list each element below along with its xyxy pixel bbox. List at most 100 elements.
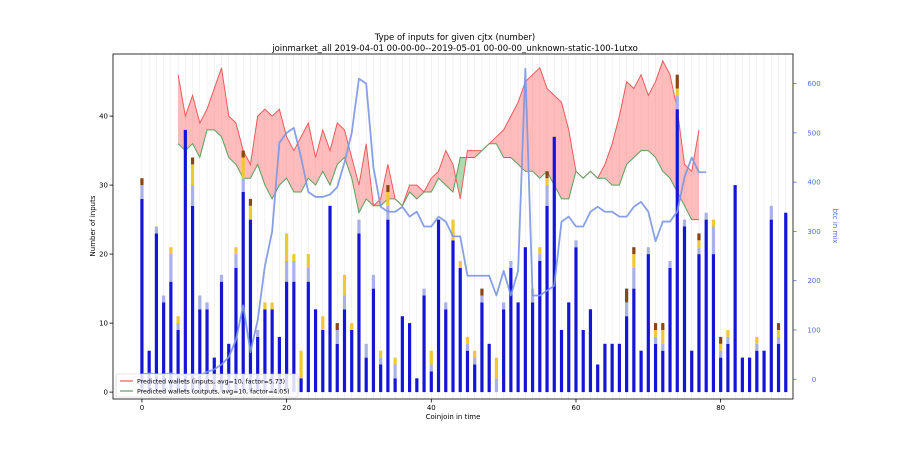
bar-segment — [625, 288, 629, 303]
bar-segment — [429, 350, 433, 365]
bar-segment — [350, 330, 354, 393]
bar-segment — [632, 247, 636, 255]
bar-segment — [176, 316, 180, 324]
bar-segment — [704, 219, 708, 393]
bar-segment — [762, 350, 766, 393]
bar-segment — [263, 309, 267, 393]
band-segment — [568, 129, 576, 199]
band-segment — [561, 102, 569, 199]
bar-segment — [625, 302, 629, 317]
bar-segment — [219, 274, 224, 282]
band-segment — [315, 129, 323, 186]
bar-segment — [248, 205, 253, 220]
bar-segment — [755, 336, 759, 344]
band-segment — [453, 164, 456, 192]
bar-segment — [646, 247, 650, 255]
bar-segment — [603, 343, 607, 393]
bar-segment — [386, 192, 390, 206]
bar-segment — [653, 336, 658, 344]
bar-segment — [190, 157, 195, 165]
x-gridlines — [141, 54, 787, 399]
bar-segment — [690, 350, 694, 393]
band-segment — [250, 116, 258, 179]
y-tick-label: 40 — [99, 113, 108, 121]
bar-segment — [458, 267, 462, 393]
y2-axis-label: btc in mix — [831, 209, 839, 244]
bar-segment — [726, 330, 730, 337]
bar-segment — [169, 247, 173, 255]
bar-segment — [747, 357, 752, 393]
bar-segment — [776, 343, 781, 393]
bar-segment — [755, 343, 759, 351]
bar-segment — [342, 309, 347, 393]
bar-segment — [661, 343, 665, 351]
bar-segment — [306, 281, 310, 393]
bar-segment — [154, 233, 159, 393]
bar-segment — [552, 136, 556, 393]
bar-segment — [776, 330, 781, 337]
band-segment — [604, 143, 613, 186]
band-segment — [409, 185, 417, 199]
y2-tick-label: 500 — [807, 129, 820, 137]
bar-segment — [292, 281, 296, 393]
band-segment — [257, 109, 265, 186]
y-tick-label: 30 — [99, 182, 108, 190]
band-segment — [510, 102, 519, 165]
band-segment — [670, 74, 678, 192]
y-tick-label: 0 — [104, 389, 108, 397]
band-segment — [243, 150, 251, 179]
bar-segment — [465, 336, 470, 344]
band-segment — [286, 136, 294, 192]
bar-segment — [335, 330, 339, 344]
bar-segment — [342, 274, 347, 296]
bar-segment — [429, 371, 433, 393]
bar-segment — [480, 302, 484, 393]
bar-segment — [140, 198, 144, 393]
bar-segment — [480, 295, 484, 303]
bar-segment — [494, 357, 499, 379]
bar-segment — [509, 267, 513, 393]
y2-tick-label: 200 — [807, 277, 820, 285]
bar-segment — [154, 226, 159, 234]
bar-segment — [364, 357, 368, 393]
band-segment — [416, 185, 425, 199]
band-segment — [655, 60, 663, 172]
bar-segment — [581, 330, 585, 393]
bar-segment — [697, 254, 701, 393]
band-segment — [633, 74, 642, 158]
bar-segment — [176, 330, 180, 393]
bar-segment — [451, 219, 455, 241]
band-segment — [214, 67, 222, 137]
bar-segment — [198, 295, 202, 310]
legend-label-outputs: Predicted wallets (outputs, avg=10, fact… — [137, 389, 290, 396]
bar-segment — [632, 254, 636, 268]
bar-segment — [371, 274, 376, 289]
bar-segment — [473, 364, 477, 393]
bar-segment — [364, 343, 368, 358]
band-segment — [358, 143, 367, 213]
y2-tick-label: 100 — [807, 327, 820, 335]
bar-segment — [299, 350, 303, 379]
bar-segment — [682, 226, 687, 393]
btc-in-mix-line — [141, 67, 707, 377]
bar-segment — [494, 378, 499, 393]
bar-segment — [169, 254, 173, 282]
bar-segment — [147, 350, 151, 393]
bar-segment — [234, 254, 238, 268]
bar-segment — [538, 261, 542, 393]
band-segment — [264, 109, 273, 199]
bar-segment — [719, 343, 723, 351]
bar-segment — [292, 261, 296, 282]
band-segment — [322, 129, 331, 186]
bar-segment — [227, 343, 231, 393]
bar-segment — [335, 323, 339, 330]
bar-segment — [313, 309, 318, 393]
bar-segment — [776, 336, 781, 344]
band-segment — [612, 116, 620, 186]
bar-segment — [407, 323, 412, 393]
chart-subtitle: joinmarket_all 2019-04-01 00-00-00--2019… — [271, 44, 638, 54]
bar-segment — [219, 281, 224, 393]
band-segment — [344, 129, 352, 179]
bar-segment — [379, 350, 383, 358]
bar-segment — [234, 247, 238, 255]
